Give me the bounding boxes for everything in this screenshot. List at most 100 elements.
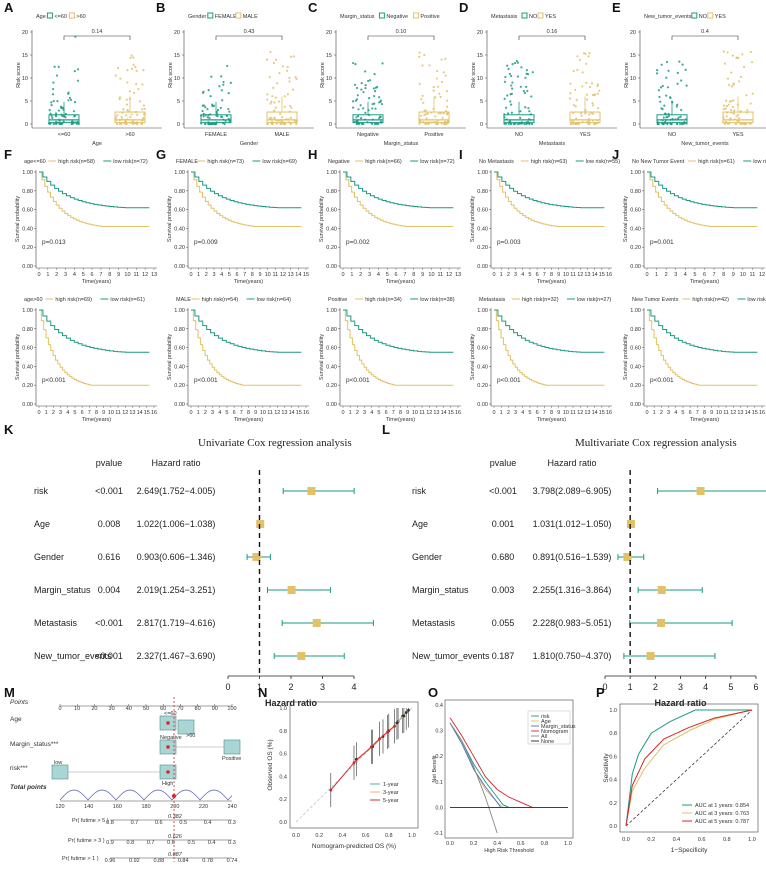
panel-letter-E: E bbox=[612, 0, 621, 15]
x-axis-label: Time(years) bbox=[82, 279, 111, 285]
y-tick-label: 0.00 bbox=[22, 264, 33, 270]
calibration-point bbox=[386, 730, 390, 734]
y-tick-label: 0.60 bbox=[477, 208, 488, 214]
y-tick-label: 0.80 bbox=[174, 327, 185, 333]
jitter-point bbox=[665, 76, 668, 79]
y-tick-label: 0.00 bbox=[630, 402, 641, 408]
jitter-point bbox=[273, 109, 276, 112]
y-tick-label: 5 bbox=[633, 99, 636, 105]
jitter-point bbox=[574, 122, 577, 126]
jitter-point bbox=[442, 71, 445, 74]
jitter-point bbox=[661, 84, 664, 88]
jitter-point bbox=[666, 86, 670, 89]
calibration-point bbox=[402, 714, 406, 718]
legend-label: risk bbox=[541, 714, 550, 720]
x-tick-label: 3 bbox=[212, 272, 215, 278]
x-tick-label: 0 bbox=[492, 410, 495, 416]
x-tick-label: 2 bbox=[55, 272, 58, 278]
y-tick-label: 0.60 bbox=[477, 346, 488, 352]
km-curve-low bbox=[494, 171, 605, 209]
forest-row-hr: 3.798(2.089−6.905) bbox=[533, 486, 612, 496]
y-tick-label: 0.0 bbox=[279, 820, 287, 826]
jitter-point bbox=[212, 104, 216, 107]
km-subgroup: No Metastasis bbox=[479, 159, 514, 165]
jitter-point bbox=[379, 115, 382, 118]
x-tick-label: 4 bbox=[684, 272, 687, 278]
y-axis-label: Risk score bbox=[471, 62, 477, 88]
jitter-point bbox=[435, 122, 438, 126]
forest-tick-label: 1 bbox=[628, 682, 633, 692]
jitter-point bbox=[659, 86, 663, 89]
x-tick-label: NO bbox=[515, 132, 524, 138]
km-curve-low bbox=[39, 171, 150, 209]
box bbox=[266, 111, 298, 124]
jitter-point bbox=[723, 122, 727, 126]
jitter-point bbox=[220, 75, 223, 78]
x-tick-label: 10 bbox=[716, 410, 722, 416]
x-tick-label: 5 bbox=[693, 272, 696, 278]
x-tick-label: 2 bbox=[665, 272, 668, 278]
calibration-point bbox=[378, 737, 381, 741]
legend-key-2 bbox=[537, 12, 544, 19]
jitter-point bbox=[367, 79, 370, 83]
y-axis-label: Survival probability bbox=[623, 334, 629, 380]
x-tick-label: 1 bbox=[46, 272, 49, 278]
x-tick-label: 1 bbox=[653, 410, 656, 416]
jitter-point bbox=[526, 89, 529, 93]
x-tick-label: 5 bbox=[386, 272, 389, 278]
jitter-point bbox=[436, 69, 439, 73]
y-tick-label: 0.2 bbox=[435, 754, 443, 760]
y-tick-label: 0.80 bbox=[477, 189, 488, 195]
x-tick-label: 0.6 bbox=[517, 841, 525, 847]
jitter-point bbox=[129, 116, 132, 119]
forest-row-hr: 1.031(1.012−1.050) bbox=[533, 519, 612, 529]
points-tick-label: 70 bbox=[177, 706, 183, 712]
x-tick-label: 10 bbox=[412, 410, 418, 416]
y-tick-label: 0.60 bbox=[326, 208, 337, 214]
jitter-point bbox=[67, 92, 70, 95]
x-tick-label: 13 bbox=[455, 272, 461, 278]
jitter-point bbox=[584, 52, 587, 56]
jitter-point bbox=[575, 98, 578, 102]
jitter-point bbox=[134, 65, 137, 69]
jitter-point bbox=[354, 63, 357, 66]
jitter-point bbox=[372, 87, 375, 90]
km-legend-low: low risk(n=64) bbox=[257, 297, 292, 303]
x-tick-label: 1 bbox=[197, 272, 200, 278]
jitter-point bbox=[118, 96, 122, 99]
forest-tick-label: 6 bbox=[753, 682, 758, 692]
x-tick-label: 6 bbox=[235, 272, 238, 278]
probability-tick-label: 0.78 bbox=[202, 858, 213, 864]
x-tick-label: 12 bbox=[730, 410, 736, 416]
jitter-point bbox=[286, 93, 289, 96]
jitter-point bbox=[513, 122, 516, 126]
jitter-point bbox=[378, 101, 381, 104]
jitter-point bbox=[732, 82, 735, 85]
jitter-point bbox=[126, 108, 129, 112]
x-tick-label: 3 bbox=[211, 410, 214, 416]
y-tick-label: 0.0 bbox=[435, 805, 443, 811]
probability-tick-label: 0.7 bbox=[131, 820, 139, 826]
km-legend-high: high risk(n=69) bbox=[55, 297, 92, 303]
jitter-point bbox=[73, 70, 76, 73]
y-tick-label: 0.20 bbox=[22, 383, 33, 389]
jitter-point bbox=[52, 122, 55, 126]
jitter-point bbox=[140, 122, 144, 125]
jitter-point bbox=[378, 96, 381, 99]
nomogram-row-label: risk*** bbox=[10, 765, 28, 772]
y-tick-label: 0.00 bbox=[174, 264, 185, 270]
legend-label-2: YES bbox=[545, 14, 556, 20]
forest-point bbox=[307, 487, 316, 495]
jitter-point bbox=[126, 69, 129, 72]
risk-label-2: High bbox=[162, 781, 173, 787]
jitter-point bbox=[678, 122, 682, 126]
legend-label-2: >60 bbox=[76, 14, 85, 20]
x-axis-label: Metastasis bbox=[539, 141, 566, 147]
jitter-point bbox=[418, 82, 421, 86]
x-tick-label: 8 bbox=[247, 410, 250, 416]
x-tick-label: 12 bbox=[577, 410, 583, 416]
jitter-point bbox=[524, 106, 527, 109]
y-tick-label: 0.4 bbox=[435, 703, 443, 709]
jitter-point bbox=[202, 115, 205, 118]
jitter-point bbox=[117, 66, 120, 70]
